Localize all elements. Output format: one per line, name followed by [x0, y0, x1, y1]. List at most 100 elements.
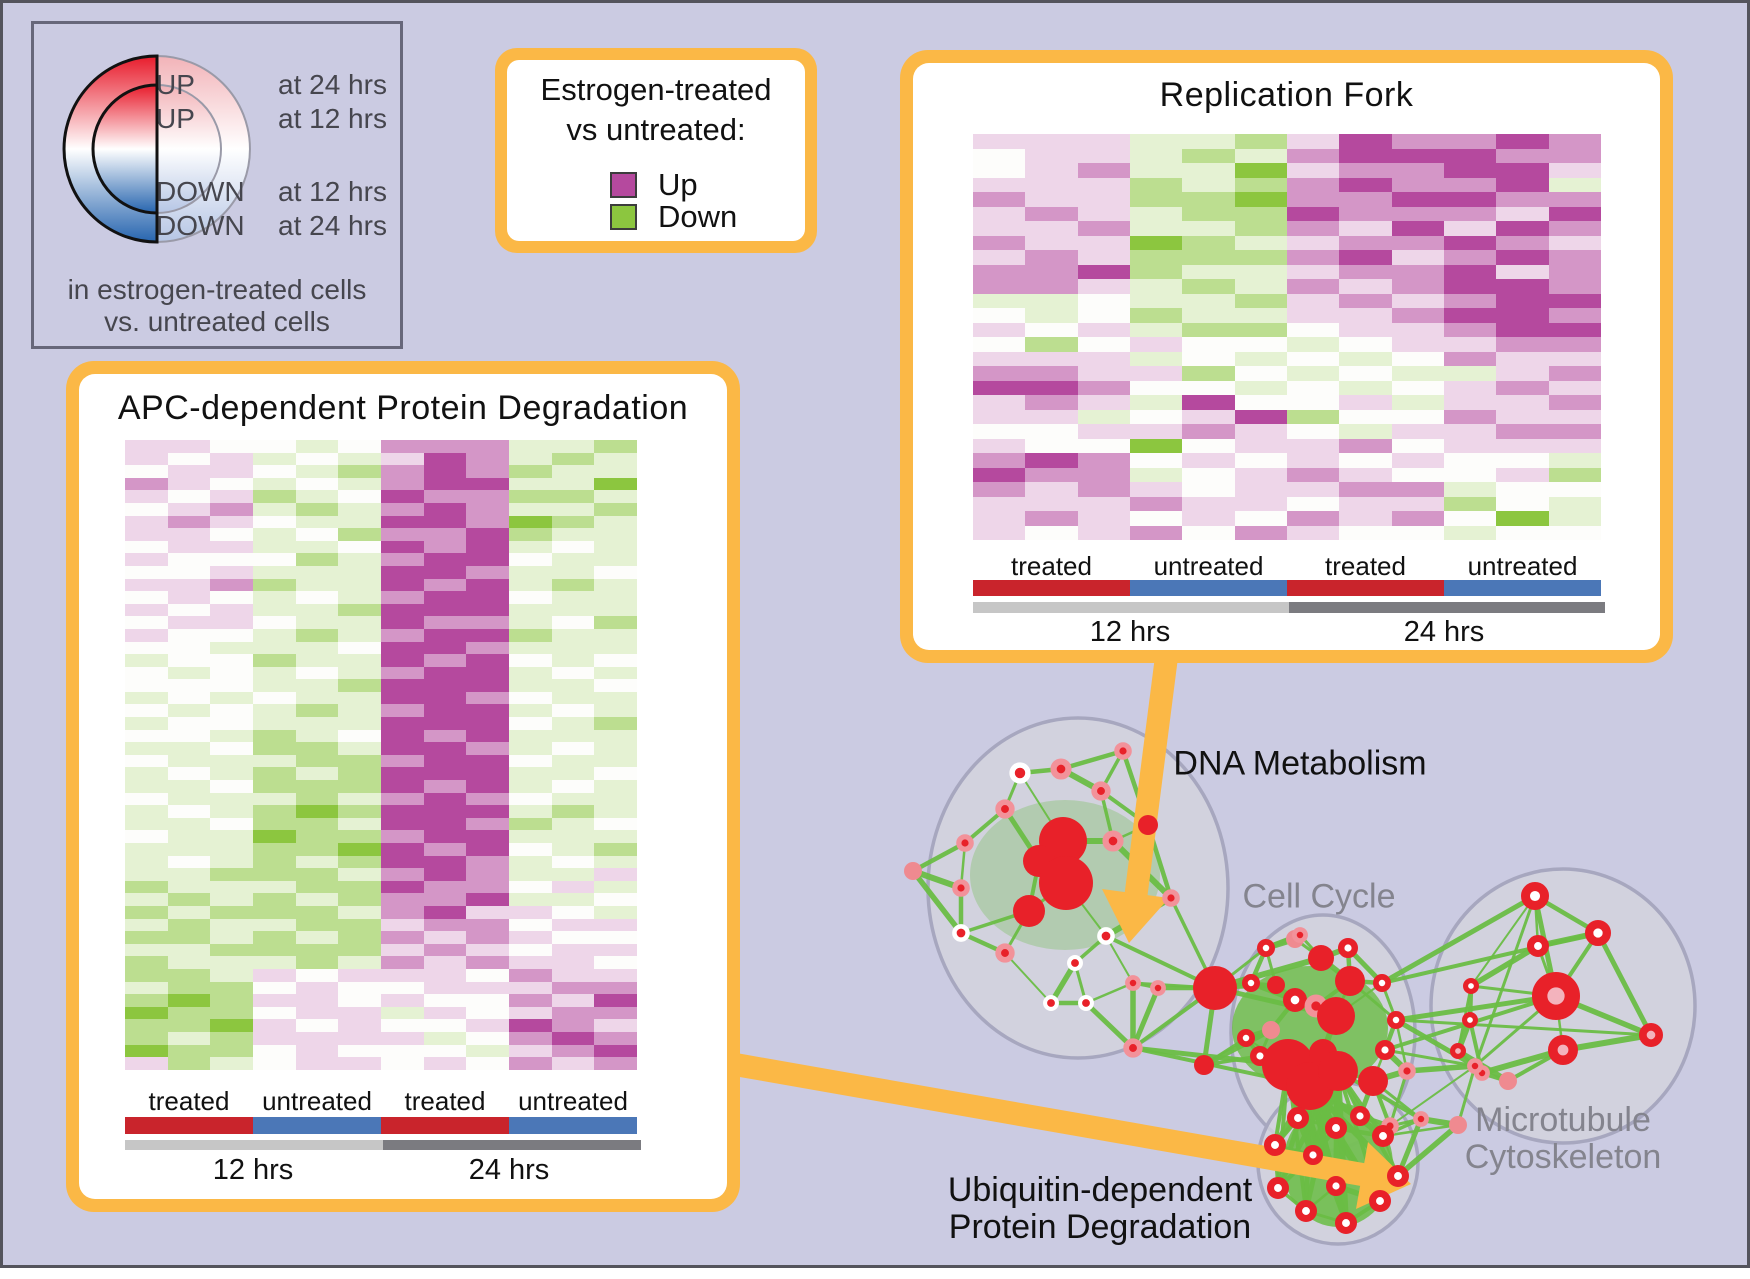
- heatmap-cell: [381, 754, 424, 768]
- heatmap-cell: [295, 843, 339, 856]
- heatmap-cell: [1391, 409, 1444, 424]
- gene-node: [1125, 975, 1141, 991]
- heatmap-cell: [253, 691, 296, 705]
- heatmap-cell: [210, 767, 253, 781]
- heatmap-cell: [594, 691, 637, 705]
- network-edge: [1085, 981, 1134, 1005]
- heatmap-cell: [1182, 496, 1235, 511]
- heatmap-cell: [125, 490, 168, 503]
- heatmap-cell: [1339, 511, 1392, 526]
- heatmap-cell: [1234, 308, 1287, 323]
- cell-cycle-label-text: Cell Cycle: [1242, 877, 1396, 916]
- heatmap-cell: [125, 994, 168, 1007]
- network-edge: [1084, 1001, 1135, 1050]
- heatmap-cell: [1548, 482, 1601, 497]
- heatmap-cell: [423, 767, 467, 781]
- gene-node: [1369, 1190, 1392, 1213]
- heatmap-cell: [338, 754, 381, 768]
- heatmap-cell: [125, 452, 168, 466]
- heatmap-cell: [295, 805, 339, 818]
- heatmap-cell: [1443, 380, 1497, 395]
- annotation-arrow-shaft: [1124, 651, 1179, 897]
- heatmap-cell: [381, 578, 424, 592]
- heatmap-cell: [594, 905, 637, 919]
- heatmap-cell: [1234, 525, 1287, 540]
- heatmap-cell: [1391, 235, 1444, 250]
- heatmap-cell: [973, 163, 1026, 178]
- heatmap-cell: [381, 691, 424, 705]
- network-edge: [1394, 1017, 1477, 1069]
- heatmap-cell: [253, 843, 296, 856]
- heatmap-cell: [253, 780, 296, 793]
- heatmap-cell: [125, 805, 168, 818]
- heatmap-cell: [210, 490, 253, 503]
- heatmap-cell: [1077, 221, 1130, 236]
- heatmap-cell: [509, 540, 552, 554]
- gene-node: [1257, 939, 1276, 958]
- heatmap-cell: [973, 134, 1026, 149]
- heatmap-cell: [1548, 511, 1601, 526]
- heatmap-cell: [1391, 511, 1444, 526]
- network-edge: [1469, 943, 1540, 989]
- apc-condition-bar: [125, 1117, 637, 1134]
- heatmap-cell: [295, 540, 339, 554]
- heatmap-cell: [1234, 395, 1287, 410]
- heatmap-cell: [1391, 264, 1444, 279]
- heatmap-cell: [1339, 293, 1392, 308]
- heatmap-cell: [381, 628, 424, 642]
- heatmap-cell: [1548, 264, 1601, 279]
- heatmap-cell: [594, 553, 637, 566]
- heatmap-cell: [295, 679, 339, 692]
- heatmap-cell: [466, 956, 509, 969]
- heatmap-cell: [338, 553, 381, 566]
- heatmap-cell: [210, 994, 253, 1007]
- heatmap-cell: [253, 905, 296, 919]
- group-label: untreated: [518, 1086, 628, 1116]
- heatmap-cell: [210, 1057, 253, 1070]
- heatmap-cell: [1548, 337, 1601, 352]
- heatmap-cell: [125, 528, 168, 541]
- heatmap-cell: [594, 628, 637, 642]
- heatmap-cell: [594, 1031, 637, 1045]
- heatmap-cell: [1548, 424, 1601, 439]
- heatmap-cell: [1548, 148, 1601, 163]
- heatmap-cell: [973, 279, 1026, 294]
- heatmap-cell: [509, 981, 552, 995]
- heatmap-cell: [423, 553, 467, 566]
- heatmap-cell: [1129, 380, 1183, 395]
- network-edge: [1470, 895, 1536, 987]
- heatmap-cell: [973, 235, 1026, 250]
- apc-time-labels: 12 hrs 24 hrs: [125, 1154, 637, 1187]
- heatmap-cell: [210, 855, 253, 869]
- heatmap-cell: [423, 477, 467, 491]
- heatmap-cell: [551, 704, 595, 718]
- heatmap-cell: [210, 591, 253, 604]
- heatmap-cell: [381, 540, 424, 554]
- heatmap-cell: [167, 452, 211, 466]
- heatmap-cell: [295, 767, 339, 781]
- replication-fork-time-labels: 12 hrs 24 hrs: [973, 616, 1601, 649]
- heatmap-cell: [381, 817, 424, 831]
- heatmap-cell: [125, 868, 168, 881]
- heatmap-cell: [1129, 308, 1183, 323]
- heatmap-cell: [338, 666, 381, 680]
- gene-node: [904, 862, 922, 880]
- heatmap-cell: [551, 528, 595, 541]
- heatmap-cell: [253, 981, 296, 995]
- heatmap-cell: [381, 943, 424, 957]
- heatmap-cell: [423, 666, 467, 680]
- heatmap-cell: [594, 918, 637, 932]
- heatmap-cell: [210, 603, 253, 617]
- heatmap-cell: [210, 868, 253, 881]
- heatmap-cell: [509, 1031, 552, 1045]
- heatmap-cell: [973, 322, 1026, 337]
- heatmap-cell: [1443, 293, 1497, 308]
- heatmap-cell: [466, 578, 509, 592]
- gene-node: [1267, 976, 1285, 994]
- heatmap-cell: [466, 490, 509, 503]
- heatmap-cell: [1129, 279, 1183, 294]
- heatmap-cell: [551, 679, 595, 692]
- heatmap-cell: [1129, 424, 1183, 439]
- dna-metabolism-label-text: DNA Metabolism: [1173, 744, 1427, 783]
- heatmap-cell: [423, 1057, 467, 1070]
